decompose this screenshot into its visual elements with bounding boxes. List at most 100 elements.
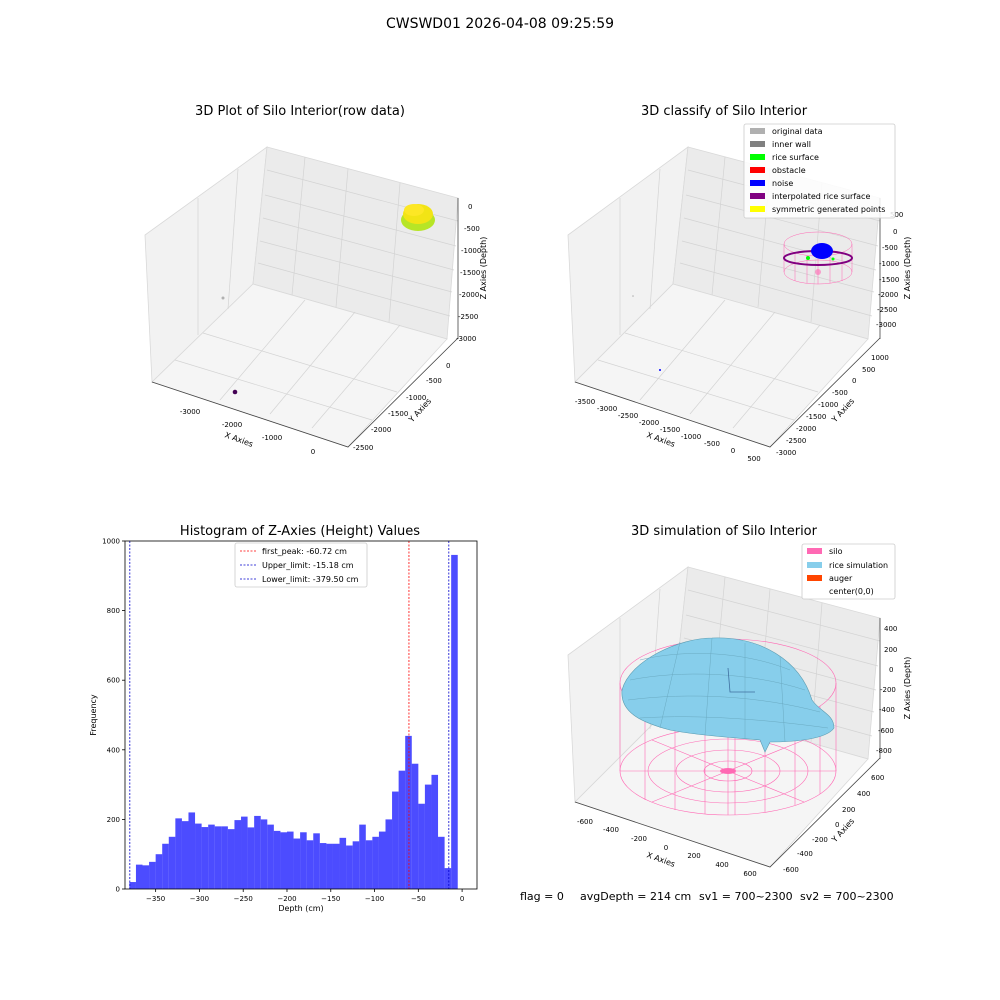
histogram-bar [392, 791, 399, 889]
plot1-grid [174, 156, 459, 429]
histogram-bar [227, 829, 235, 889]
histogram-y-tick-label: 200 [107, 816, 120, 824]
histogram-bar [201, 827, 209, 889]
plot2-ytick-4: -500 [832, 389, 848, 397]
plot2-original-point [632, 295, 634, 297]
histogram-bar [129, 882, 136, 889]
plot2-ztick-6: -2000 [878, 291, 898, 299]
histogram-bar [365, 840, 373, 889]
plot2-legend-symmetric: symmetric generated points [772, 205, 885, 214]
histogram-bar [280, 832, 287, 889]
histogram-bar [260, 819, 268, 889]
plot1-y-ticks: 0 -500 -1000 -1500 -2000 -2500 [353, 362, 450, 452]
histogram-bar [444, 868, 452, 889]
histogram-x-tick-label: −250 [234, 895, 253, 903]
histogram-bars [129, 554, 458, 889]
histogram-threshold-lines [129, 541, 450, 889]
plot4-x-ticks: -600 -400 -200 0 200 400 600 [577, 818, 757, 878]
histogram-bar [346, 845, 353, 889]
plot1-xtick-1: -3000 [180, 408, 200, 416]
plot2-ztick-3: -500 [882, 244, 898, 252]
histogram-bar [247, 827, 255, 889]
histogram-bar [142, 865, 150, 889]
plot1-ytick-1: 0 [446, 362, 450, 370]
histogram-bar [319, 843, 327, 889]
histogram-bar [267, 824, 274, 889]
plot4-ztick-7: -800 [876, 747, 892, 755]
histogram-bar [273, 830, 281, 889]
hist-title: Histogram of Z-Axies (Height) Values [179, 524, 421, 539]
plot2-xtick-6: -1000 [681, 433, 701, 441]
histogram-chart: −350 −300 −250 −200 −150 −100 −50 0 0 200 400 600 8… [89, 538, 478, 913]
plot4-ztick-2: 200 [884, 646, 897, 654]
plot4-xtick-4: 0 [664, 844, 668, 852]
plot1-z-ticks: 0 -500 -1000 -1500 -2000 -2500 -3000 [456, 203, 481, 343]
histogram-y-tick-label: 800 [107, 607, 120, 615]
plot1-x-axis-label: X Axies [223, 430, 254, 449]
histogram-y-ticks: 0 200 400 600 800 1000 [102, 538, 125, 894]
histogram-bar [359, 824, 366, 889]
plot4-xtick-3: -200 [631, 835, 647, 843]
histogram-bar [181, 821, 189, 889]
plot4-y-ticks: 600 400 200 0 -200 -400 -600 [783, 774, 884, 874]
plot1-x-ticks: -3000 -2000 -1000 0 [180, 408, 315, 456]
histogram-y-tick-label: 0 [116, 886, 120, 894]
histogram-bar [188, 812, 196, 889]
plot4-xtick-2: -400 [603, 826, 619, 834]
plot2-y-ticks: 1000 500 0 -500 -1000 -1500 -2000 -2500 … [776, 354, 889, 457]
plot4-rice-mesh [627, 637, 829, 743]
plot2-legend-obstacle: obstacle [772, 166, 806, 175]
plot4-legend-center: center(0,0) [829, 587, 874, 596]
plot4-z-axis-label: Z Axies (Depth) [903, 657, 912, 720]
plot2-ytick-1: 1000 [871, 354, 889, 362]
plot4-x-axis-label: X Axies [645, 850, 676, 869]
histogram-bar [424, 784, 432, 889]
histogram-bar [168, 836, 176, 889]
plot4-legend-rice: rice simulation [829, 561, 888, 570]
plot2-legend: original data inner wall rice surface ob… [743, 123, 896, 219]
plot1-title: 3D Plot of Silo Interior(row data) [195, 104, 405, 119]
histogram-bar [162, 843, 169, 889]
histogram-x-tick-label: −300 [190, 895, 209, 903]
histogram-bar [398, 770, 406, 889]
histogram-bar [438, 836, 445, 889]
histogram-x-tick-label: −150 [321, 895, 340, 903]
plot1-faint-point [221, 296, 225, 300]
sv2-range: sv2 = 700~2300 [800, 890, 894, 903]
plot2-ytick-2: 500 [862, 366, 875, 374]
plot4-ztick-6: -600 [878, 727, 894, 735]
plot4-ytick-7: -600 [783, 866, 799, 874]
plot1-xtick-4: 0 [311, 448, 315, 456]
plot4-ztick-4: -200 [880, 686, 896, 694]
plot4-ytick-4: 0 [835, 821, 839, 829]
plot1-point-cloud [401, 204, 435, 231]
plot2-ztick-2: 0 [893, 228, 897, 236]
plot1-ytick-4: -1500 [388, 410, 408, 418]
plot4-xtick-6: 400 [715, 861, 728, 869]
histogram-bar [293, 838, 301, 889]
histogram-bar [332, 843, 340, 889]
histogram-x-ticks: −350 −300 −250 −200 −150 −100 −50 0 [146, 889, 464, 903]
histogram-bar [385, 819, 393, 889]
plot4-ytick-3: 200 [842, 806, 855, 814]
plot4-xtick-1: -600 [577, 818, 593, 826]
plot2-title: 3D classify of Silo Interior [640, 104, 808, 119]
histogram-bar [175, 818, 182, 889]
plot1-ytick-3: -1000 [406, 394, 426, 402]
histogram-bar [431, 774, 439, 889]
histogram-bar [339, 837, 347, 889]
histogram-x-tick-label: 0 [460, 895, 464, 903]
histogram-bar [300, 832, 307, 889]
histogram-legend-first-peak: first_peak: -60.72 cm [262, 547, 347, 556]
histogram-bar [378, 831, 386, 889]
plot1-xtick-3: -1000 [262, 434, 282, 442]
histogram-legend: first_peak: -60.72 cm Upper_limit: -15.1… [234, 542, 368, 588]
plot1-ztick-7: -3000 [456, 335, 476, 343]
histogram-bar [195, 823, 202, 889]
sv1-range: sv1 = 700~2300 [699, 890, 793, 903]
plot4-y-axis-label: Y Axies [829, 817, 856, 845]
plot1-3d-chart: -3000 -2000 -1000 0 0 -500 -1000 -1500 -… [144, 146, 488, 456]
plot2-ztick-4: -1000 [879, 260, 899, 268]
plot2-ztick-1: 500 [890, 211, 903, 219]
histogram-bar [135, 864, 143, 889]
